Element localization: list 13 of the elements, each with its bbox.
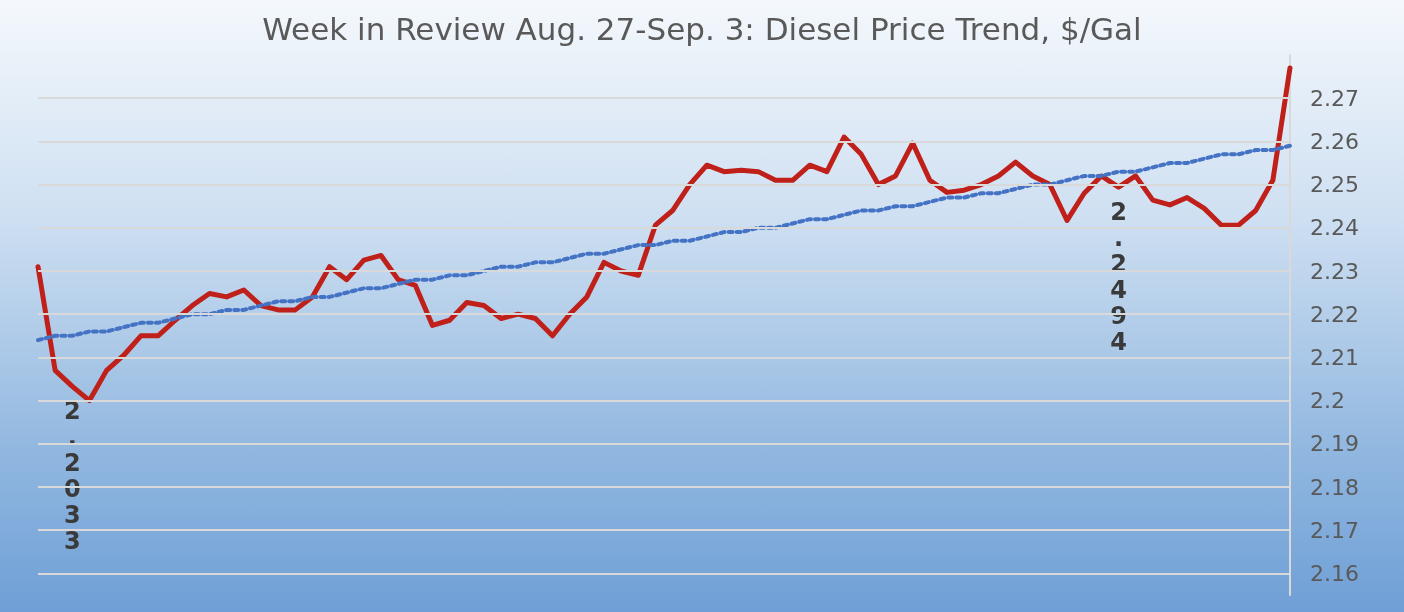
y-tick-label: 2.27 <box>1310 85 1359 111</box>
y-tick-label: 2.18 <box>1310 474 1359 500</box>
y-tick-label: 2.2 <box>1310 388 1345 414</box>
y-tick-label: 2.21 <box>1310 344 1359 370</box>
y-tick-label: 2.19 <box>1310 431 1359 457</box>
y-tick-label: 2.16 <box>1310 560 1359 586</box>
y-tick-label: 2.26 <box>1310 128 1359 154</box>
y-tick-label: 2.22 <box>1310 301 1359 327</box>
chart-title: Week in Review Aug. 27-Sep. 3: Diesel Price Trend, $/Gal <box>262 10 1142 47</box>
y-tick-label: 2.25 <box>1310 172 1359 198</box>
y-tick-label: 2.24 <box>1310 215 1359 241</box>
y-tick-label: 2.23 <box>1310 258 1359 284</box>
y-tick-label: 2.17 <box>1310 517 1359 543</box>
